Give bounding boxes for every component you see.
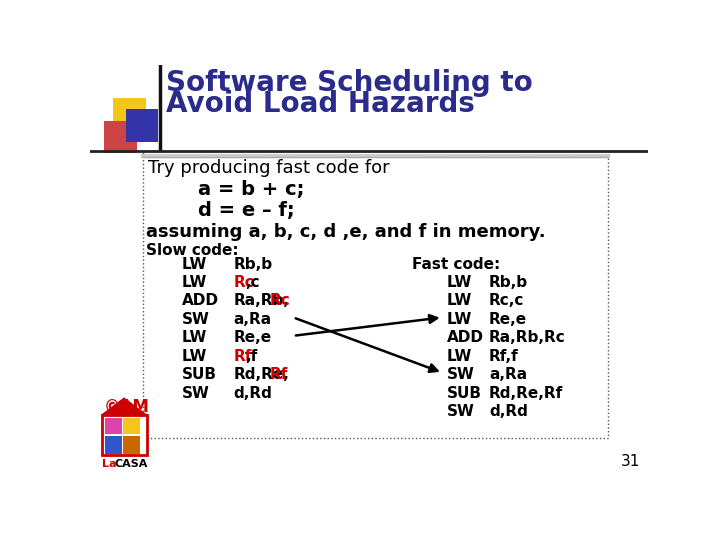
Text: a,Ra: a,Ra [489,367,527,382]
Bar [104,418,122,434]
Text: La: La [102,459,117,469]
Text: Rd,Re,: Rd,Re, [233,367,289,382]
Text: 31: 31 [621,454,640,469]
Bar [123,436,140,454]
Bar [104,121,137,153]
Polygon shape [102,398,147,415]
Text: assuming a, b, c, d ,e, and f in memory.: assuming a, b, c, d ,e, and f in memory. [145,224,546,241]
Text: LW: LW [446,294,472,308]
Text: d,Rd: d,Rd [233,386,272,401]
Text: LW: LW [181,275,207,290]
Text: ADD: ADD [181,294,218,308]
Bar [126,110,158,142]
Bar [102,415,147,455]
Text: d,Rd: d,Rd [489,404,528,420]
Text: Rc: Rc [233,275,254,290]
Bar [113,98,145,130]
Text: LW: LW [446,275,472,290]
Text: SW: SW [181,386,210,401]
Text: Re,e: Re,e [489,312,527,327]
Text: Ra,Rb,Rc: Ra,Rb,Rc [489,330,566,346]
Text: LW: LW [446,312,472,327]
Text: a = b + c;: a = b + c; [199,180,305,199]
Text: ©AM: ©AM [104,397,150,415]
Text: LW: LW [181,256,207,272]
Text: Software Scheduling to: Software Scheduling to [166,69,533,97]
Text: a,Ra: a,Ra [233,312,271,327]
Text: Rf,f: Rf,f [489,349,519,364]
FancyBboxPatch shape [143,151,608,438]
Text: SUB: SUB [181,367,217,382]
Text: SW: SW [446,367,474,382]
Text: Avoid Load Hazards: Avoid Load Hazards [166,90,474,118]
Text: Slow code:: Slow code: [145,244,238,259]
Text: SW: SW [446,404,474,420]
Text: SUB: SUB [446,386,482,401]
Text: Rb,b: Rb,b [233,256,272,272]
Bar [123,418,140,434]
Text: Rf: Rf [233,349,252,364]
Text: Rd,Re,Rf: Rd,Re,Rf [489,386,563,401]
Text: Ra,Rb,: Ra,Rb, [233,294,289,308]
Text: ,f: ,f [246,349,258,364]
Bar [104,436,122,454]
Text: Rc: Rc [270,294,290,308]
Text: Rc,c: Rc,c [489,294,524,308]
Text: ADD: ADD [446,330,484,346]
Text: Rb,b: Rb,b [489,275,528,290]
Text: d = e – f;: d = e – f; [199,201,295,220]
Text: SW: SW [181,312,210,327]
Text: ,c: ,c [246,275,260,290]
Text: CASA: CASA [114,459,148,469]
Text: LW: LW [181,330,207,346]
Text: Try producing fast code for: Try producing fast code for [148,159,390,177]
Text: LW: LW [181,349,207,364]
Text: Fast code:: Fast code: [412,256,500,272]
Text: LW: LW [446,349,472,364]
Text: Rf: Rf [270,367,288,382]
Text: Re,e: Re,e [233,330,271,346]
